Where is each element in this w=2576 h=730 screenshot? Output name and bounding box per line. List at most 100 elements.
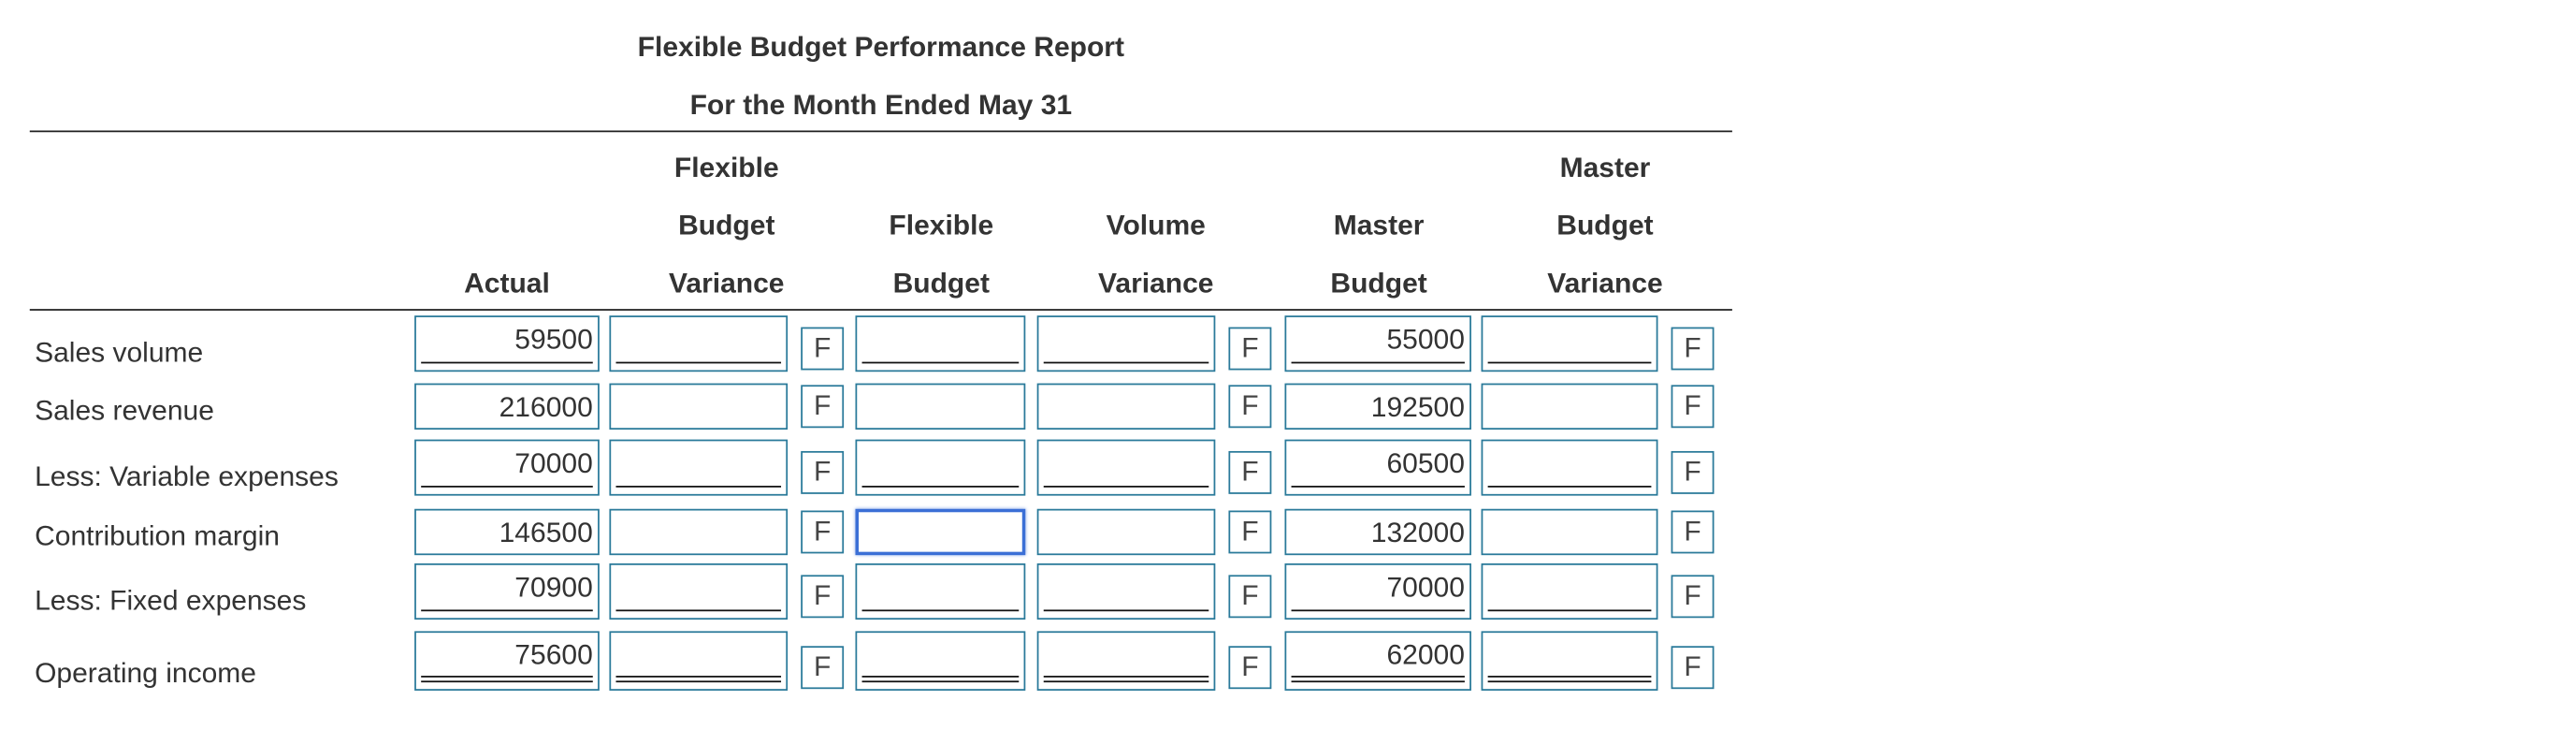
flexible-budget-input[interactable] [855,315,1026,372]
row-label-contribution-margin: Contribution margin [35,520,280,552]
flexible-budget-variance-input[interactable] [609,383,789,431]
row-label-operating-income: Operating income [35,657,256,690]
volume-variance-input[interactable] [1036,439,1216,496]
volume-variance-input[interactable] [1036,383,1216,431]
flexible-budget-input-focused[interactable] [855,508,1026,556]
single-underline [1043,609,1209,612]
master-budget-variance-input[interactable] [1481,383,1658,431]
double-underline [1043,676,1209,683]
master-budget-input[interactable]: 70000 [1284,563,1471,620]
single-underline [615,609,782,612]
report-title: Flexible Budget Performance Report [637,31,1124,64]
actual-input[interactable]: 146500 [414,508,600,556]
actual-value: 70900 [514,571,593,604]
master-budget-input[interactable]: 132000 [1284,508,1471,556]
double-underline [1487,676,1652,683]
single-underline [1291,361,1465,364]
vv-type-select[interactable]: F [1228,385,1272,429]
actual-input[interactable]: 75600 [414,631,600,691]
actual-value: 146500 [499,517,593,549]
double-underline [421,676,593,683]
flexible-budget-variance-input[interactable] [609,508,789,556]
single-underline [615,486,782,488]
fbv-type-select[interactable]: F [801,450,845,494]
mb-value: 60500 [1386,447,1465,479]
mbv-type-select[interactable]: F [1671,450,1715,494]
row-label-sales-revenue: Sales revenue [35,394,214,427]
flexible-budget-input[interactable] [855,563,1026,620]
col-fbv-line-1: Flexible [673,152,779,183]
flexible-budget-input[interactable] [855,439,1026,496]
col-fbv-line-2: Budget [678,210,775,241]
fbv-type-select[interactable]: F [801,646,845,690]
actual-input[interactable]: 216000 [414,383,600,431]
col-mb-line-1: Master [1333,210,1425,241]
master-budget-input[interactable]: 62000 [1284,631,1471,691]
master-budget-variance-input[interactable] [1481,315,1658,372]
master-budget-input[interactable]: 55000 [1284,315,1471,372]
report-subtitle: For the Month Ended May 31 [689,89,1073,121]
master-budget-variance-input[interactable] [1481,631,1658,691]
company-name-cut-off: ​ [654,0,1109,2]
master-budget-input[interactable]: 192500 [1284,383,1471,431]
fbv-type-select[interactable]: F [801,575,845,619]
col-vv-line-2: Variance [1098,267,1214,299]
col-mb-line-2: Budget [1330,267,1427,299]
single-underline [861,486,1020,488]
fbv-type-select[interactable]: F [801,385,845,429]
vv-type-select[interactable]: F [1228,327,1272,371]
mbv-type-select[interactable]: F [1671,646,1715,690]
vv-type-select[interactable]: F [1228,646,1272,690]
col-fb-line-1: Flexible [889,210,994,241]
mb-value: 192500 [1370,391,1465,423]
actual-value: 216000 [499,391,593,423]
actual-input[interactable]: 70000 [414,439,600,496]
header-top-rule [29,130,1732,133]
master-budget-variance-input[interactable] [1481,439,1658,496]
double-underline [615,676,782,683]
volume-variance-input[interactable] [1036,563,1216,620]
single-underline [1291,609,1465,612]
actual-value: 75600 [514,639,593,671]
flexible-budget-variance-input[interactable] [609,439,789,496]
single-underline [1043,486,1209,488]
col-fb-line-2: Budget [892,267,990,299]
volume-variance-input[interactable] [1036,508,1216,556]
vv-type-select[interactable]: F [1228,450,1272,494]
actual-value: 59500 [514,324,593,356]
flexible-budget-variance-input[interactable] [609,563,789,620]
vv-type-select[interactable]: F [1228,575,1272,619]
single-underline [615,361,782,364]
single-underline [421,609,593,612]
double-underline [861,676,1020,683]
single-underline [421,361,593,364]
actual-value: 70000 [514,447,593,479]
volume-variance-input[interactable] [1036,631,1216,691]
actual-input[interactable]: 59500 [414,315,600,372]
header-bottom-rule [29,309,1732,311]
mbv-type-select[interactable]: F [1671,510,1715,554]
mbv-type-select[interactable]: F [1671,575,1715,619]
volume-variance-input[interactable] [1036,315,1216,372]
row-label-fixed-expenses: Less: Fixed expenses [35,584,307,617]
mbv-type-select[interactable]: F [1671,327,1715,371]
actual-input[interactable]: 70900 [414,563,600,620]
flexible-budget-variance-input[interactable] [609,631,789,691]
master-budget-variance-input[interactable] [1481,508,1658,556]
single-underline [861,609,1020,612]
master-budget-input[interactable]: 60500 [1284,439,1471,496]
vv-type-select[interactable]: F [1228,510,1272,554]
fbv-type-select[interactable]: F [801,327,845,371]
master-budget-variance-input[interactable] [1481,563,1658,620]
flexible-budget-input[interactable] [855,631,1026,691]
col-actual-line-1: Actual [464,267,550,299]
flexible-budget-input[interactable] [855,383,1026,431]
flexible-budget-variance-input[interactable] [609,315,789,372]
single-underline [1487,486,1652,488]
col-vv-line-1: Volume [1106,210,1206,241]
mbv-type-select[interactable]: F [1671,385,1715,429]
row-label-variable-expenses: Less: Variable expenses [35,460,339,493]
fbv-type-select[interactable]: F [801,510,845,554]
col-mbv-line-2: Budget [1556,210,1654,241]
mb-value: 132000 [1370,517,1465,549]
